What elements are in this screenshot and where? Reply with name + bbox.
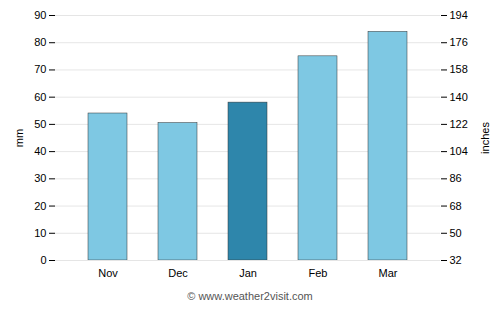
svg-text:176: 176	[450, 36, 468, 48]
svg-text:122: 122	[450, 118, 468, 130]
svg-text:20: 20	[34, 200, 46, 212]
svg-text:90: 90	[34, 9, 46, 21]
svg-text:86: 86	[450, 172, 462, 184]
svg-text:68: 68	[450, 200, 462, 212]
svg-text:194: 194	[450, 9, 468, 21]
svg-text:Dec: Dec	[168, 267, 188, 279]
svg-text:inches: inches	[479, 122, 491, 154]
svg-text:60: 60	[34, 91, 46, 103]
html-text:© www.weather2visit.com: © www.weather2visit.com	[187, 290, 313, 302]
svg-text:80: 80	[34, 36, 46, 48]
svg-text:Nov: Nov	[98, 267, 118, 279]
svg-text:70: 70	[34, 63, 46, 75]
svg-text:158: 158	[450, 63, 468, 75]
svg-text:50: 50	[450, 227, 462, 239]
svg-text:30: 30	[34, 172, 46, 184]
svg-text:mm: mm	[13, 129, 25, 147]
svg-text:32: 32	[450, 254, 462, 266]
svg-text:Feb: Feb	[309, 267, 328, 279]
svg-text:104: 104	[450, 145, 468, 157]
svg-text:10: 10	[34, 227, 46, 239]
svg-text:50: 50	[34, 118, 46, 130]
svg-text:Jan: Jan	[239, 267, 257, 279]
svg-text:Mar: Mar	[379, 267, 398, 279]
svg-text:140: 140	[450, 91, 468, 103]
svg-text:40: 40	[34, 145, 46, 157]
svg-text:0: 0	[40, 254, 46, 266]
